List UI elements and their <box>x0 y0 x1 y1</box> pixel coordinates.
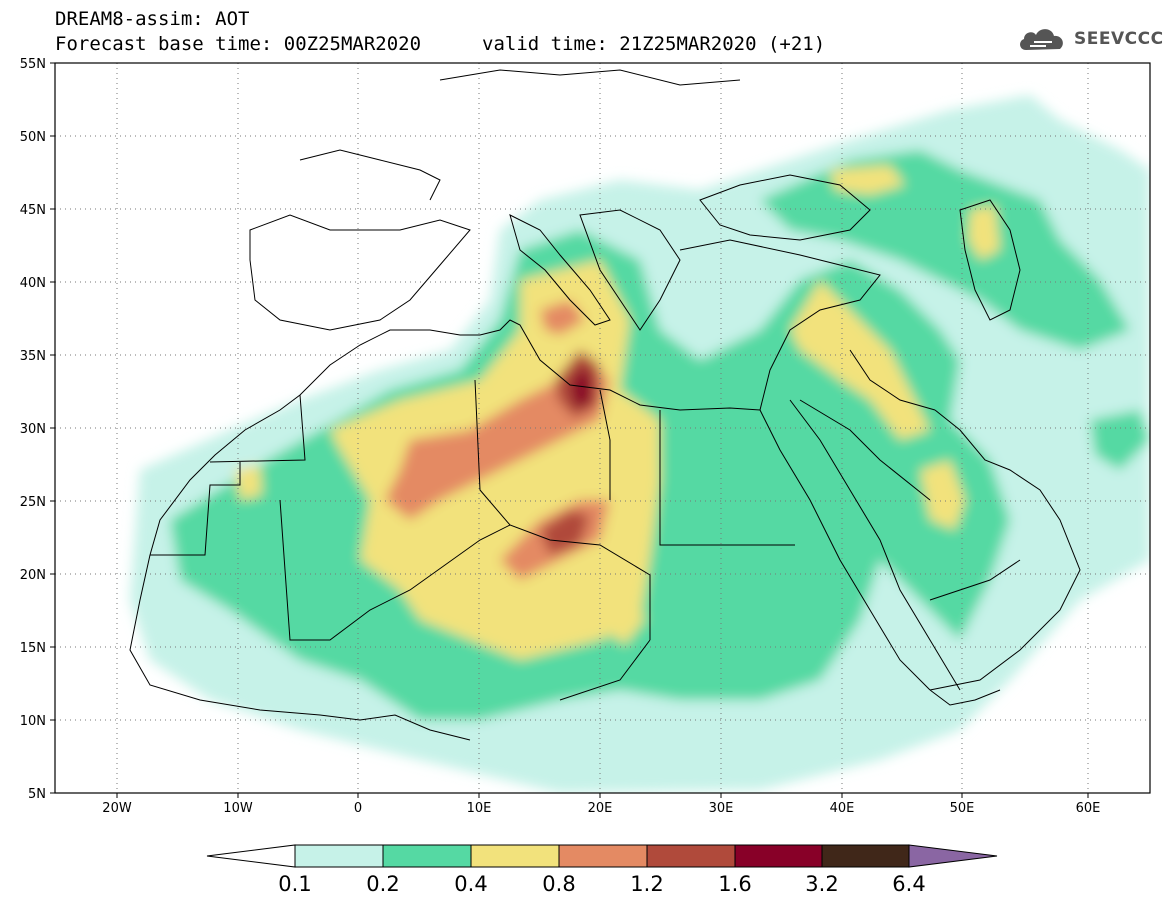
lat-label: 20N <box>20 568 46 583</box>
tick-marks <box>50 62 1089 798</box>
seevccc-logo: SEEVCCC <box>1016 22 1163 56</box>
colorbar-label: 0.1 <box>278 872 311 896</box>
colorbar-swatch <box>734 844 823 868</box>
lat-label: 15N <box>20 641 46 656</box>
lat-label: 5N <box>28 787 46 802</box>
colorbar-swatch <box>821 844 910 868</box>
colorbar-label: 6.4 <box>892 872 925 896</box>
grid-lines <box>55 63 1150 793</box>
colorbar-label: 3.2 <box>805 872 838 896</box>
lat-label: 35N <box>20 349 46 364</box>
lat-labels: 55N 50N 45N 40N 35N 30N 25N 20N 15N 10N … <box>20 57 46 802</box>
lon-label: 50E <box>950 801 975 816</box>
colorbar-swatch <box>558 844 648 868</box>
lat-label: 50N <box>20 130 46 145</box>
lon-label: 20W <box>102 801 132 816</box>
lon-labels: 20W 10W 0 10E 20E 30E 40E 50E 60E <box>102 801 1100 816</box>
colorbar-swatch <box>382 844 472 868</box>
colorbar-swatch <box>470 844 560 868</box>
colorbar-swatch <box>646 844 736 868</box>
colorbar-label: 0.4 <box>454 872 487 896</box>
colorbar-low-arrow <box>206 844 296 868</box>
lon-label: 30E <box>709 801 734 816</box>
colorbar-label: 1.2 <box>630 872 663 896</box>
lat-label: 10N <box>20 714 46 729</box>
colorbar-high-arrow <box>908 844 998 868</box>
lat-label: 45N <box>20 203 46 218</box>
colorbar-label: 1.6 <box>718 872 751 896</box>
colorbar <box>206 844 998 868</box>
title-valid-time: valid time: 21Z25MAR2020 (+21) <box>482 33 826 55</box>
colorbar-label: 0.8 <box>542 872 575 896</box>
lat-label: 25N <box>20 495 46 510</box>
lat-label: 30N <box>20 422 46 437</box>
title-model: DREAM8-assim: AOT <box>55 8 250 30</box>
lon-label: 10W <box>223 801 253 816</box>
lon-label: 40E <box>830 801 855 816</box>
logo-text: SEEVCCC <box>1074 29 1164 49</box>
colorbar-swatch <box>294 844 384 868</box>
lon-label: 10E <box>467 801 492 816</box>
coastlines <box>129 69 1081 741</box>
lat-label: 40N <box>20 276 46 291</box>
colorbar-label: 0.2 <box>366 872 399 896</box>
lon-label: 60E <box>1076 801 1101 816</box>
cloud-icon <box>1020 29 1063 50</box>
lon-label: 20E <box>588 801 613 816</box>
colorbar-labels: 0.1 0.2 0.4 0.8 1.2 1.6 3.2 6.4 <box>278 872 925 896</box>
lat-label: 55N <box>20 57 46 72</box>
aot-field <box>130 95 1150 793</box>
title-base-time: Forecast base time: 00Z25MAR2020 <box>55 33 422 55</box>
lon-label: 0 <box>354 801 362 816</box>
